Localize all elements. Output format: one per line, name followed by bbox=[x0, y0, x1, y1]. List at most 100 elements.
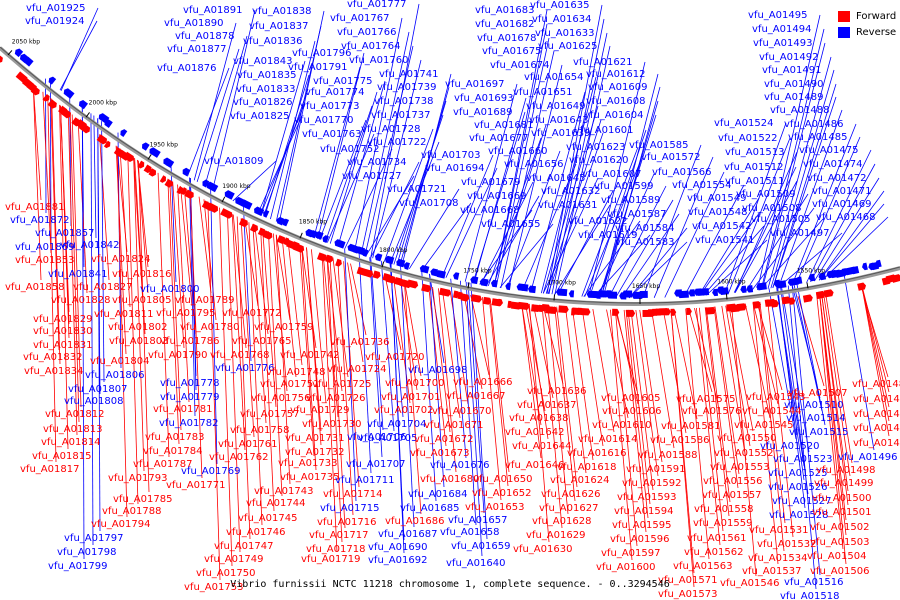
gene-connector bbox=[383, 128, 434, 262]
gene-connector bbox=[589, 129, 647, 298]
gene-label: vfu_A01752 bbox=[320, 144, 379, 155]
gene-label: vfu_A01809 bbox=[204, 156, 263, 167]
reverse-gene bbox=[568, 290, 575, 298]
gene-connector bbox=[470, 282, 488, 540]
gene-connector bbox=[482, 297, 502, 501]
gene-label: vfu_A01708 bbox=[399, 198, 458, 209]
gene-connector bbox=[744, 303, 771, 419]
gene-label: vfu_A01537 bbox=[742, 566, 801, 577]
gene-label: vfu_A01636 bbox=[527, 386, 586, 397]
gene-label: vfu_A01751 bbox=[260, 379, 319, 390]
gene-connector bbox=[860, 283, 890, 393]
scale-tick-label: 1900 kbp bbox=[222, 183, 250, 190]
gene-label: vfu_A01654 bbox=[524, 72, 583, 83]
gene-label: vfu_A01471 bbox=[812, 186, 871, 197]
gene-connector bbox=[353, 17, 403, 253]
gene-connector bbox=[133, 157, 145, 472]
gene-connector bbox=[499, 223, 554, 289]
gene-label: vfu_A01731 bbox=[285, 433, 344, 444]
scale-tick-label: 1950 kbp bbox=[150, 141, 178, 148]
gene-label: vfu_A01494 bbox=[752, 24, 811, 35]
gene-connector bbox=[329, 256, 346, 529]
gene-label: vfu_A01583 bbox=[615, 237, 674, 248]
gene-label: vfu_A01657 bbox=[448, 515, 507, 526]
forward-gene bbox=[531, 304, 541, 312]
reverse-gene bbox=[403, 262, 410, 270]
gene-connector bbox=[630, 309, 654, 491]
gene-label: vfu_A01670 bbox=[432, 406, 491, 417]
forward-gene bbox=[857, 282, 867, 291]
gene-connector bbox=[642, 144, 702, 299]
gene-connector bbox=[767, 300, 794, 538]
gene-label: vfu_A01593 bbox=[617, 492, 676, 503]
gene-connector bbox=[500, 50, 555, 289]
gene-label: vfu_A01482 bbox=[853, 409, 900, 420]
gene-label: vfu_A01490 bbox=[764, 79, 823, 90]
gene-label: vfu_A01592 bbox=[622, 478, 681, 489]
scale-ticks: 2050 kbp 2000 kbp 1950 kbp 1900 kbp 1850 kbp… bbox=[7, 38, 825, 304]
gene-label: vfu_A01492 bbox=[759, 52, 818, 63]
gene-label: vfu_A01652 bbox=[472, 488, 531, 499]
gene-label: vfu_A01610 bbox=[592, 420, 651, 431]
gene-connector bbox=[369, 257, 383, 458]
gene-connector bbox=[778, 232, 843, 288]
gene-label: vfu_A01758 bbox=[230, 425, 289, 436]
gene-connector bbox=[487, 137, 542, 287]
gene-label: vfu_A01669 bbox=[467, 191, 526, 202]
gene-connector bbox=[758, 301, 785, 552]
forward-gene bbox=[60, 108, 71, 119]
gene-label: vfu_A01511 bbox=[725, 176, 784, 187]
forward-gene bbox=[421, 283, 432, 293]
gene-label: vfu_A01808 bbox=[64, 396, 123, 407]
gene-label: vfu_A01666 bbox=[453, 377, 512, 388]
gene-label: vfu_A01607 bbox=[582, 169, 641, 180]
gene-label: vfu_A01835 bbox=[237, 70, 296, 81]
forward-gene bbox=[249, 223, 259, 233]
gene-label: vfu_A01869 bbox=[15, 242, 74, 253]
gene-label: vfu_A01469 bbox=[812, 199, 871, 210]
gene-label: vfu_A01686 bbox=[385, 516, 444, 527]
gene-label: vfu_A01621 bbox=[573, 57, 632, 68]
gene-connector bbox=[696, 307, 721, 546]
forward-gene bbox=[558, 305, 569, 314]
gene-connector bbox=[231, 214, 246, 451]
gene-connector bbox=[193, 22, 237, 181]
gene-label: vfu_A01692 bbox=[368, 555, 427, 566]
gene-label: vfu_A01485 bbox=[788, 132, 847, 143]
gene-connector bbox=[596, 173, 655, 298]
gene-label: vfu_A01549 bbox=[687, 193, 746, 204]
gene-connector bbox=[49, 82, 52, 241]
gene-label: vfu_A01480 bbox=[852, 379, 900, 390]
gene-label: vfu_A01857 bbox=[35, 228, 94, 239]
gene-label: vfu_A01736 bbox=[330, 337, 389, 348]
gene-connector bbox=[548, 18, 605, 294]
gene-label: vfu_A01705 bbox=[358, 433, 417, 444]
gene-label: vfu_A01639 bbox=[531, 128, 590, 139]
gene-label: vfu_A01769 bbox=[181, 466, 240, 477]
gene-label: vfu_A01609 bbox=[588, 82, 647, 93]
gene-connector bbox=[138, 160, 150, 493]
gene-label: vfu_A01768 bbox=[210, 350, 269, 361]
gene-label: vfu_A01793 bbox=[108, 473, 167, 484]
gene-label: vfu_A01509 bbox=[736, 189, 795, 200]
gene-label: vfu_A01608 bbox=[586, 96, 645, 107]
gene-connector bbox=[177, 184, 190, 403]
forward-gene bbox=[612, 308, 620, 316]
legend-forward: Forward bbox=[838, 8, 896, 24]
gene-connector bbox=[90, 113, 94, 546]
gene-label: vfu_A01853 bbox=[15, 255, 74, 266]
gene-label: vfu_A01495 bbox=[748, 10, 807, 21]
gene-connector bbox=[776, 287, 805, 481]
reverse-gene bbox=[23, 56, 34, 67]
gene-label: vfu_A01531 bbox=[749, 525, 808, 536]
gene-connector bbox=[606, 309, 629, 419]
gene-label: vfu_A01681 bbox=[474, 120, 533, 131]
gene-label: vfu_A01522 bbox=[718, 133, 777, 144]
gene-label: vfu_A01714 bbox=[323, 489, 382, 500]
forward-gene bbox=[823, 289, 834, 298]
gene-connector bbox=[614, 309, 638, 547]
forward-gene bbox=[470, 294, 482, 303]
gene-label: vfu_A01890 bbox=[164, 18, 223, 29]
gene-label: vfu_A01488 bbox=[770, 105, 829, 116]
